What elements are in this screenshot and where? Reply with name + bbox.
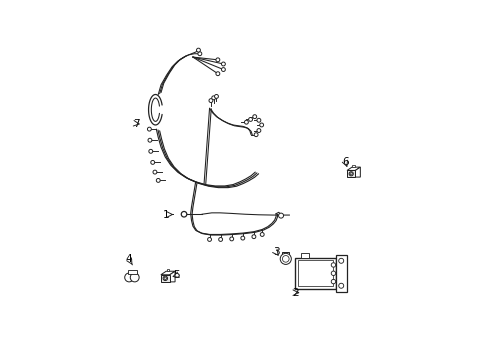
Circle shape: [331, 263, 336, 267]
Text: 5: 5: [173, 270, 180, 280]
Circle shape: [221, 68, 225, 72]
Circle shape: [331, 279, 336, 284]
Circle shape: [156, 179, 160, 183]
Bar: [295, 258, 336, 288]
Text: 2: 2: [292, 288, 299, 298]
Circle shape: [252, 235, 256, 239]
Bar: [301, 253, 309, 258]
Circle shape: [219, 238, 222, 242]
Circle shape: [153, 170, 157, 174]
Circle shape: [216, 58, 220, 62]
Circle shape: [164, 277, 167, 280]
Bar: [282, 252, 289, 262]
Circle shape: [181, 211, 187, 217]
Circle shape: [151, 161, 155, 164]
Circle shape: [350, 172, 352, 175]
Circle shape: [260, 123, 264, 127]
Circle shape: [254, 133, 258, 136]
Text: 1: 1: [163, 210, 170, 220]
Polygon shape: [161, 271, 175, 275]
Circle shape: [163, 276, 168, 280]
Circle shape: [257, 118, 261, 122]
Circle shape: [331, 271, 336, 275]
Text: 7: 7: [133, 118, 139, 129]
Circle shape: [221, 62, 225, 66]
Circle shape: [215, 94, 219, 98]
Text: 3: 3: [273, 247, 279, 257]
Circle shape: [339, 283, 343, 288]
Circle shape: [208, 238, 212, 242]
Circle shape: [248, 117, 252, 121]
Circle shape: [279, 213, 284, 218]
Text: 6: 6: [342, 157, 349, 167]
Circle shape: [349, 172, 353, 176]
Text: 4: 4: [126, 255, 132, 264]
Circle shape: [149, 149, 153, 153]
Circle shape: [198, 52, 202, 56]
Circle shape: [241, 236, 245, 240]
Polygon shape: [355, 167, 360, 177]
Circle shape: [245, 120, 248, 124]
Circle shape: [260, 233, 264, 237]
Circle shape: [147, 127, 151, 131]
Circle shape: [125, 273, 134, 282]
Bar: [128, 270, 137, 274]
Polygon shape: [161, 275, 170, 282]
Circle shape: [216, 72, 220, 76]
Circle shape: [280, 253, 292, 264]
Polygon shape: [170, 271, 175, 282]
Polygon shape: [347, 170, 355, 177]
Circle shape: [282, 256, 289, 262]
Circle shape: [209, 99, 213, 103]
Bar: [167, 269, 170, 271]
Polygon shape: [347, 167, 360, 170]
Circle shape: [148, 138, 152, 142]
Circle shape: [196, 48, 200, 52]
Circle shape: [212, 96, 216, 100]
Circle shape: [130, 273, 139, 282]
Circle shape: [253, 115, 257, 118]
Bar: [336, 255, 347, 292]
Circle shape: [257, 129, 261, 132]
Bar: [352, 165, 355, 167]
Circle shape: [230, 237, 234, 241]
Circle shape: [339, 258, 343, 263]
Bar: [298, 260, 334, 286]
